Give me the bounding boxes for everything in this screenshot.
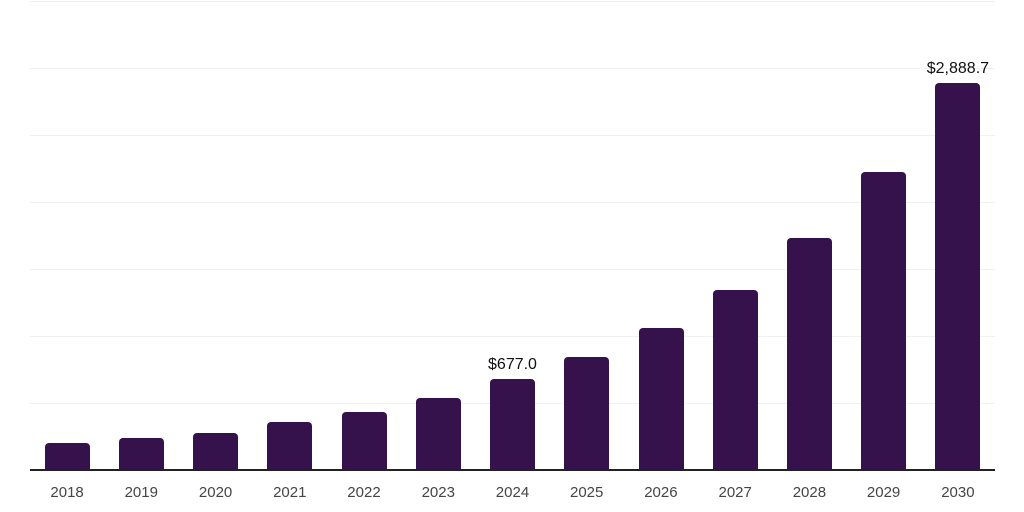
gridline bbox=[30, 202, 995, 203]
bar-2026 bbox=[638, 327, 684, 469]
x-tick-label-2024: 2024 bbox=[495, 484, 530, 501]
x-tick-label-2020: 2020 bbox=[198, 484, 233, 501]
bar-2020 bbox=[193, 432, 239, 469]
x-tick-label-2026: 2026 bbox=[644, 484, 678, 501]
x-tick-label-2023: 2023 bbox=[421, 484, 455, 501]
x-tick-label-2021: 2021 bbox=[273, 484, 307, 501]
x-tick-label-2022: 2022 bbox=[347, 484, 381, 501]
x-tick-label-2018: 2018 bbox=[50, 484, 84, 501]
x-axis-line bbox=[30, 469, 995, 471]
x-tick-label-2029: 2029 bbox=[866, 484, 901, 501]
bar-2023 bbox=[415, 397, 461, 469]
gridline bbox=[30, 135, 995, 136]
gridline bbox=[30, 1, 995, 2]
bar-2022 bbox=[341, 411, 387, 469]
x-tick-label-2028: 2028 bbox=[792, 484, 827, 501]
bar-2029 bbox=[861, 171, 907, 469]
value-label-2024: $677.0 bbox=[488, 356, 537, 374]
bar-2019 bbox=[118, 437, 164, 469]
gridline bbox=[30, 269, 995, 270]
gridline bbox=[30, 68, 995, 69]
x-tick-label-2027: 2027 bbox=[718, 484, 752, 501]
bar-2024 bbox=[490, 379, 535, 469]
bar-2021 bbox=[267, 421, 313, 469]
bar-2025 bbox=[564, 357, 610, 469]
gridline bbox=[30, 336, 995, 337]
bar-2028 bbox=[786, 238, 832, 469]
value-label-2030: $2,888.7 bbox=[926, 59, 990, 77]
x-tick-label-2019: 2019 bbox=[124, 484, 158, 501]
plot-area: 2018 2019 2020 2021 2022 2023 2024 $677.0 2025 20… bbox=[30, 0, 995, 512]
x-tick-label-2025: 2025 bbox=[570, 484, 604, 501]
bar-2030 bbox=[935, 82, 981, 469]
x-tick-label-2030: 2030 bbox=[941, 484, 975, 501]
bar-2018 bbox=[44, 443, 90, 469]
bar-2027 bbox=[712, 289, 758, 469]
